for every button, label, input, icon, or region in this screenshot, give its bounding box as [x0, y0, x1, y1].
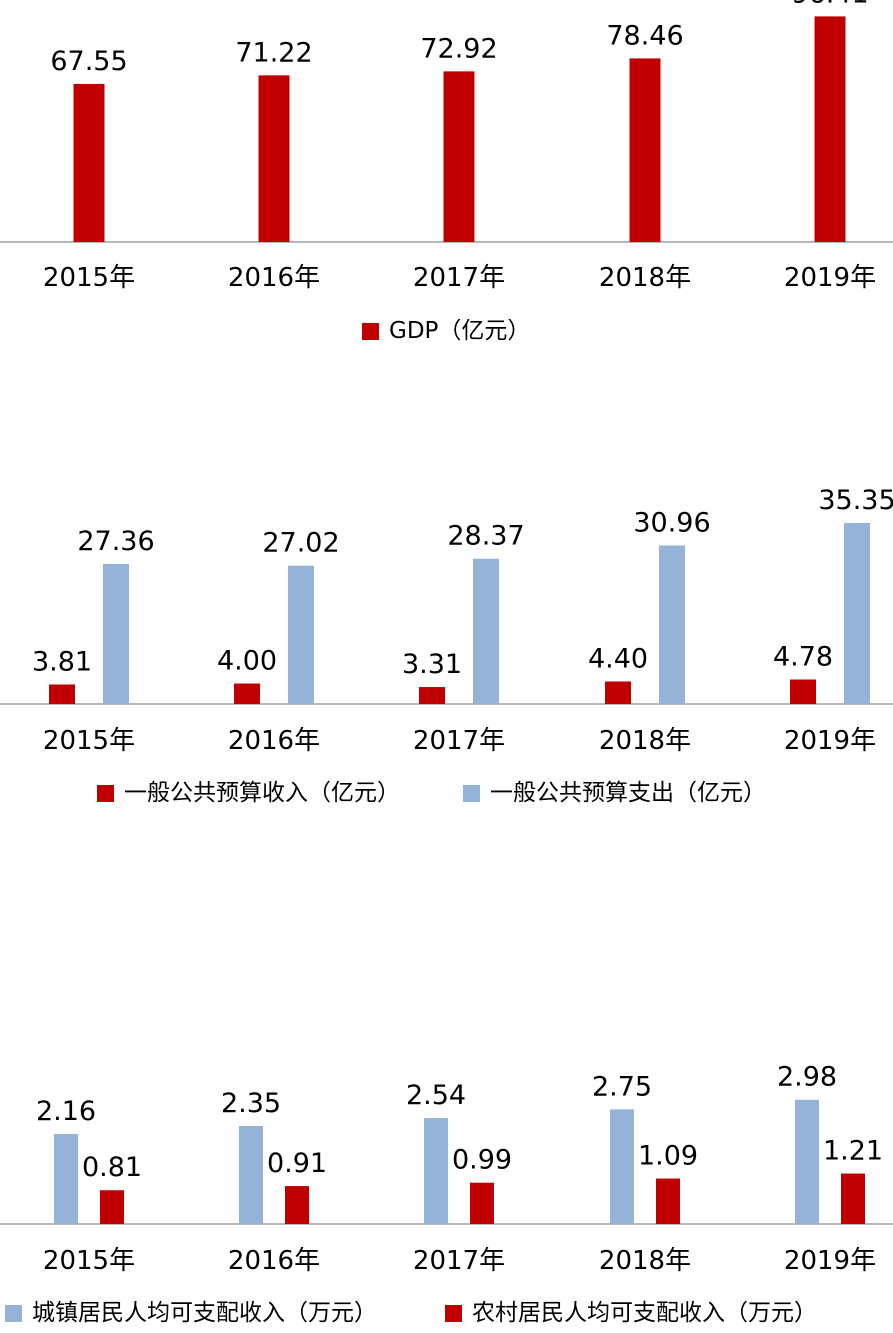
data-label: 2.35 — [221, 1088, 281, 1119]
x-tick-label: 2015年 — [43, 1246, 135, 1276]
bar-a-2015 — [54, 1133, 78, 1224]
data-label: 0.81 — [82, 1152, 142, 1183]
data-label: 96.41 — [791, 0, 868, 9]
bar-a-2017 — [424, 1118, 448, 1224]
bar-b-2017 — [473, 558, 499, 704]
bar-a-2018 — [629, 58, 661, 243]
x-tick-label: 2017年 — [413, 726, 505, 756]
legend-label: 一般公共预算收入（亿元） — [124, 780, 400, 806]
bar-a-2016 — [234, 683, 260, 704]
x-tick-label: 2015年 — [43, 263, 135, 293]
bar-b-2018 — [656, 1178, 680, 1224]
x-tick-label: 2019年 — [784, 726, 876, 756]
bar-b-2016 — [285, 1186, 309, 1224]
bar-a-2017 — [443, 71, 475, 242]
x-tick-label: 2018年 — [599, 1246, 691, 1276]
data-label: 78.46 — [606, 20, 683, 51]
x-tick-label: 2017年 — [413, 263, 505, 293]
data-label: 27.02 — [262, 528, 339, 559]
x-tick-label: 2016年 — [228, 1246, 320, 1276]
gdp-chart: 67.55 71.22 72.92 78.46 96.41 2015年 2016年 2017年… — [0, 0, 893, 344]
bar-a-2016 — [239, 1126, 263, 1224]
bar-b-2017 — [470, 1182, 494, 1224]
bar-a-2015 — [73, 83, 105, 242]
x-tick-label: 2018年 — [599, 263, 691, 293]
data-label: 30.96 — [633, 507, 710, 538]
data-label: 4.40 — [588, 643, 648, 674]
bar-a-2015 — [49, 684, 75, 704]
data-label: 0.91 — [267, 1148, 327, 1179]
x-tick-label: 2018年 — [599, 726, 691, 756]
bar-b-2018 — [659, 545, 685, 704]
bar-b-2015 — [103, 563, 129, 704]
data-label: 28.37 — [447, 521, 524, 552]
x-tick-label: 2019年 — [784, 1246, 876, 1276]
bar-a-2018 — [610, 1109, 634, 1224]
x-tick-label: 2017年 — [413, 1246, 505, 1276]
data-label: 3.31 — [402, 649, 462, 680]
legend-swatch — [463, 785, 480, 802]
data-label: 2.54 — [406, 1080, 466, 1111]
bar-a-2019 — [795, 1099, 819, 1224]
data-label: 67.55 — [50, 46, 127, 77]
x-tick-label: 2015年 — [43, 726, 135, 756]
x-tick-label: 2019年 — [784, 263, 876, 293]
bar-b-2019 — [844, 523, 870, 704]
x-tick-label: 2016年 — [228, 726, 320, 756]
legend-label: 一般公共预算支出（亿元） — [490, 780, 766, 806]
legend-swatch — [97, 785, 114, 802]
bar-b-2015 — [100, 1190, 124, 1224]
legend-label: 城镇居民人均可支配收入（万元） — [32, 1300, 377, 1326]
data-label: 71.22 — [235, 37, 312, 68]
bar-a-2016 — [258, 75, 290, 242]
data-label: 1.21 — [823, 1136, 883, 1167]
data-label: 0.99 — [452, 1145, 512, 1176]
bar-a-2019 — [790, 679, 816, 704]
x-tick-label: 2016年 — [228, 263, 320, 293]
legend-swatch — [362, 323, 379, 340]
data-label: 2.98 — [777, 1062, 837, 1093]
data-label: 3.81 — [32, 646, 92, 677]
bar-a-2018 — [605, 681, 631, 704]
data-label: 72.92 — [420, 33, 497, 64]
bar-b-2016 — [288, 565, 314, 704]
bar-b-2019 — [841, 1173, 865, 1224]
data-label: 35.35 — [818, 485, 893, 516]
data-label: 1.09 — [638, 1141, 698, 1172]
data-label: 2.75 — [592, 1071, 652, 1102]
data-label: 27.36 — [77, 526, 154, 557]
income-chart: 2.16 2.35 2.54 2.75 2.98 0.81 0.91 0.99 1.09 1.21… — [0, 1062, 893, 1326]
data-label: 4.00 — [217, 646, 277, 677]
legend-label: 农村居民人均可支配收入（万元） — [472, 1300, 817, 1326]
bar-a-2017 — [419, 687, 445, 704]
budget-chart: 3.81 4.00 3.31 4.40 4.78 27.36 27.02 28.37 30.96… — [0, 485, 893, 806]
legend-swatch — [445, 1305, 462, 1322]
data-label: 2.16 — [36, 1096, 96, 1127]
legend-label: GDP（亿元） — [389, 318, 530, 344]
data-label: 4.78 — [773, 642, 833, 673]
legend-swatch — [5, 1305, 22, 1322]
bar-a-2019 — [814, 16, 846, 242]
